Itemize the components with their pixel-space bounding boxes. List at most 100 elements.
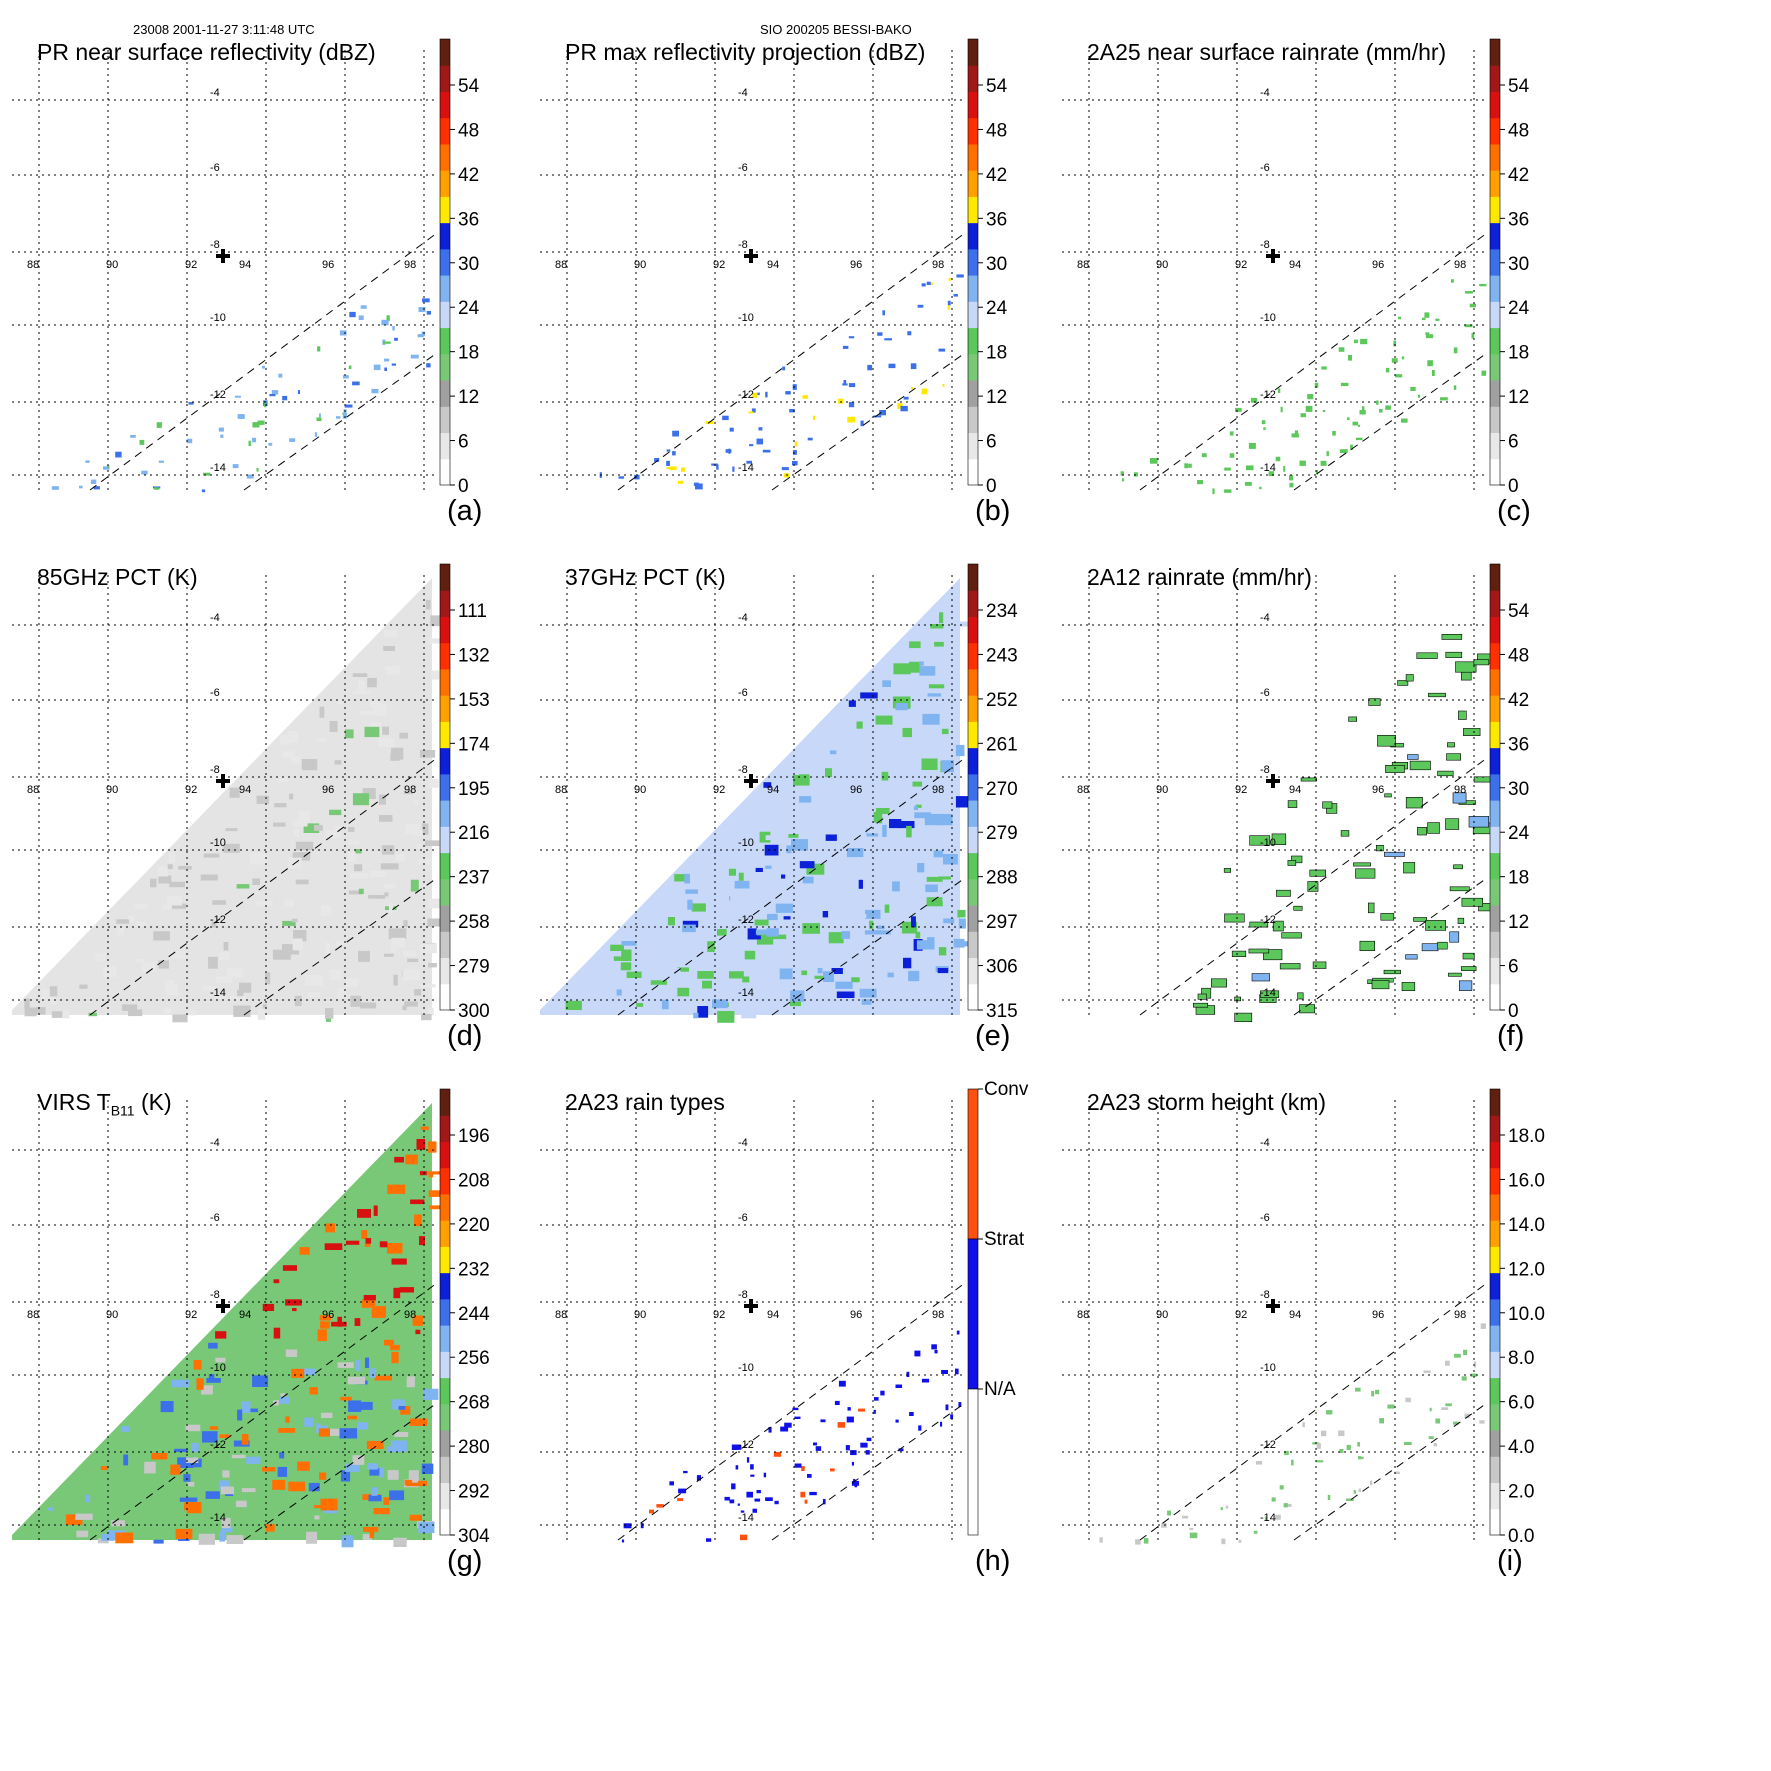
lon-label: 92 <box>713 784 725 796</box>
swath-edge-right <box>1293 352 1488 491</box>
colorbar-label: 36 <box>986 209 1007 230</box>
lat-label: -10 <box>210 837 226 849</box>
colorbar-label: 12 <box>986 387 1007 408</box>
lat-label: -6 <box>1260 687 1270 699</box>
graticule <box>1062 50 1487 490</box>
colorbar-label: 24 <box>1508 298 1530 319</box>
swath-edge-left <box>89 1282 438 1541</box>
swath-edge-left <box>1139 757 1488 1016</box>
lon-label: 90 <box>634 784 646 796</box>
panel-title-text: 2A12 rainrate (mm/hr) <box>1087 564 1312 590</box>
swath-edge-left <box>89 232 438 491</box>
colorbar-label: 36 <box>458 209 479 230</box>
panel-title-text: 2A23 rain types <box>565 1089 725 1115</box>
lat-label: -12 <box>210 1439 226 1451</box>
panel-g: -4 -6 -8 -10 -12 -14 88 90 92 94 96 98 196 208 220 232 2… <box>12 1085 582 1645</box>
colorbar-label: 196 <box>458 1126 490 1147</box>
lon-label: 96 <box>1372 784 1384 796</box>
case-identifier: SIO 200205 BESSI-BAKO <box>760 22 912 37</box>
panel-f: -4 -6 -8 -10 -12 -14 88 90 92 94 96 98 54 48 42 36 30 24 1… <box>1062 560 1632 1120</box>
site-marker <box>1266 249 1280 263</box>
colorbar-h: Conv Strat N/A <box>967 1079 1029 1536</box>
colorbar-label: Strat <box>984 1229 1025 1250</box>
lon-label: 98 <box>1454 1309 1466 1321</box>
lon-label: 94 <box>767 784 779 796</box>
panel-title: 2A23 rain types <box>565 1089 725 1116</box>
colorbar-label: 12 <box>458 387 479 408</box>
lon-label: 98 <box>932 259 944 271</box>
colorbar-b: 54 48 42 36 30 24 18 12 6 0 <box>967 38 1008 497</box>
panel-c: -4 -6 -8 -10 -12 -14 88 90 92 94 96 98 54 48 42 36 30 24 1… <box>1062 35 1632 595</box>
field-h <box>621 1330 962 1543</box>
map-b: -4 -6 -8 -10 -12 -14 88 90 92 94 96 98 54 48 42 36 30 24 1… <box>540 38 1008 497</box>
field-i <box>1099 1323 1486 1545</box>
panel-title: PR max reflectivity projection (dBZ) <box>565 39 925 66</box>
lat-label: -8 <box>1260 764 1270 776</box>
panel-title-text: 85GHz PCT (K) <box>37 564 198 590</box>
panel-label: (b) <box>975 495 1011 527</box>
colorbar-label: 24 <box>458 298 480 319</box>
lat-label: -10 <box>1260 1362 1276 1374</box>
colorbar-label: 244 <box>458 1304 490 1325</box>
lat-label: -10 <box>1260 312 1276 324</box>
graticule <box>540 575 965 1015</box>
lat-label: -10 <box>210 1362 226 1374</box>
map-h: -4 -6 -8 -10 -12 -14 88 90 92 94 96 98 Conv Strat N/A <box>540 1079 1029 1543</box>
panel-label: (g) <box>447 1545 483 1577</box>
swath-edge-left <box>1139 1282 1488 1541</box>
lon-label: 88 <box>1077 784 1089 796</box>
colorbar-label: 8.0 <box>1508 1348 1534 1369</box>
colorbar-label: 292 <box>458 1482 490 1503</box>
colorbar-label: 36 <box>1508 209 1529 230</box>
panel-title-subscript: B11 <box>110 1102 135 1119</box>
panel-title: 2A12 rainrate (mm/hr) <box>1087 564 1312 591</box>
lon-label: 88 <box>555 1309 567 1321</box>
colorbar-label: 132 <box>458 645 490 666</box>
colorbar-label: 279 <box>986 823 1018 844</box>
colorbar-a: 54 48 42 36 30 24 18 12 6 0 <box>439 38 480 497</box>
colorbar-label: 48 <box>986 120 1007 141</box>
lon-label: 90 <box>1156 1309 1168 1321</box>
lat-label: -14 <box>1260 1512 1276 1524</box>
colorbar-label: 14.0 <box>1508 1215 1545 1236</box>
lon-label: 96 <box>322 1309 334 1321</box>
lon-label: 94 <box>1289 784 1301 796</box>
lat-label: -4 <box>738 1137 748 1149</box>
colorbar-label: 12 <box>1508 912 1529 933</box>
lat-label: -6 <box>738 687 748 699</box>
lon-label: 96 <box>322 259 334 271</box>
field-c <box>1120 279 1487 495</box>
colorbar-label: 18 <box>458 343 479 364</box>
lon-label: 90 <box>106 259 118 271</box>
colorbar-label: 54 <box>1508 76 1530 97</box>
lat-label: -14 <box>1260 462 1276 474</box>
lon-label: 90 <box>106 1309 118 1321</box>
panel-label: (h) <box>975 1545 1011 1577</box>
lon-label: 96 <box>850 784 862 796</box>
lon-label: 98 <box>932 784 944 796</box>
colorbar-label: 270 <box>986 779 1018 800</box>
swath-edge-right <box>243 1402 438 1541</box>
colorbar-label: 12 <box>1508 387 1529 408</box>
map-c: -4 -6 -8 -10 -12 -14 88 90 92 94 96 98 54 48 42 36 30 24 1… <box>1062 38 1530 497</box>
field-d <box>12 578 446 1023</box>
lon-label: 92 <box>185 1309 197 1321</box>
lat-label: -8 <box>210 764 220 776</box>
lat-label: -10 <box>1260 837 1276 849</box>
colorbar-label: 6 <box>1508 432 1519 453</box>
lat-label: -12 <box>1260 1439 1276 1451</box>
panel-e: -4 -6 -8 -10 -12 -14 88 90 92 94 96 98 234 243 252 261 2… <box>540 560 1110 1120</box>
lat-label: -6 <box>1260 162 1270 174</box>
lon-label: 96 <box>850 1309 862 1321</box>
colorbar-label: Conv <box>984 1079 1029 1100</box>
lon-label: 98 <box>404 259 416 271</box>
lon-label: 88 <box>27 259 39 271</box>
colorbar-label: 2.0 <box>1508 1482 1534 1503</box>
lat-label: -4 <box>738 612 748 624</box>
colorbar-label: 48 <box>458 120 479 141</box>
site-marker <box>744 774 758 788</box>
lon-label: 98 <box>932 1309 944 1321</box>
colorbar-label: N/A <box>984 1379 1016 1400</box>
colorbar-label: 54 <box>1508 601 1530 622</box>
